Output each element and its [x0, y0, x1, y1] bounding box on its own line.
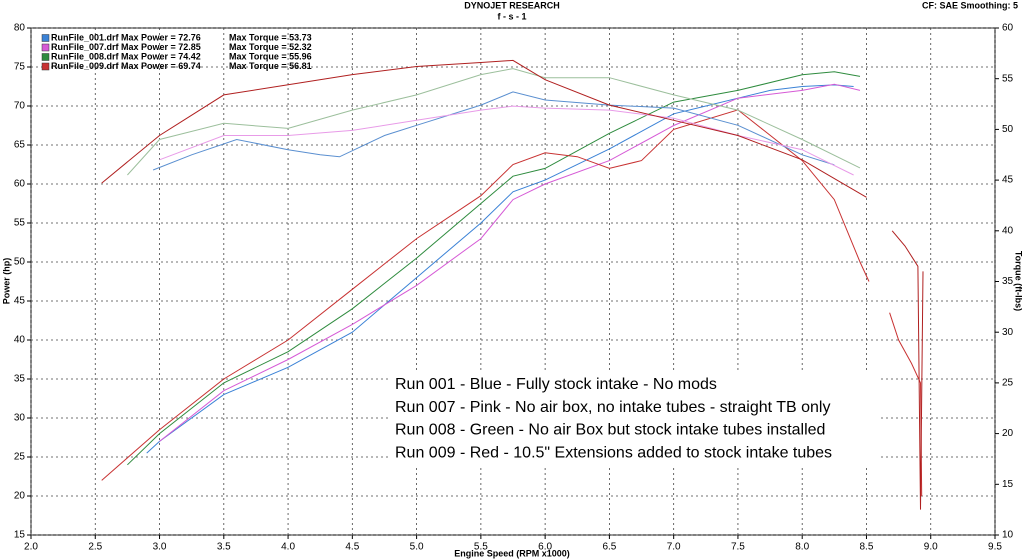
x-axis-title: Engine Speed (RPM x1000) [454, 548, 570, 558]
x-tick-label: 9.5 [988, 542, 1002, 553]
x-tick-label: 7.0 [667, 542, 681, 553]
y2-tick-label: 20 [1002, 428, 1014, 439]
x-tick-label: 7.5 [731, 542, 745, 553]
y-tick-label: 65 [14, 140, 26, 151]
y-tick-label: 25 [14, 452, 26, 463]
y2-tick-label: 35 [1002, 276, 1014, 287]
legend-label: RunFile_001.drf Max Power = 72.76 [51, 32, 201, 42]
x-tick-label: 6.5 [602, 542, 616, 553]
y-tick-label: 30 [14, 413, 26, 424]
annotation: Run 008 - Green - No air Box but stock i… [395, 422, 825, 439]
x-tick-label: 8.0 [795, 542, 809, 553]
chart-info: CF: SAE Smoothing: 5 [922, 0, 1018, 10]
legend-torque: Max Torque = 52.32 [229, 42, 312, 52]
y2-tick-label: 25 [1002, 378, 1014, 389]
y-tick-label: 45 [14, 296, 26, 307]
y-tick-label: 35 [14, 374, 26, 385]
legend-swatch [41, 34, 50, 42]
chart-title: DYNOJET RESEARCH [464, 0, 560, 10]
legend-torque: Max Torque = 55.96 [229, 51, 312, 61]
legend-label: RunFile_007.drf Max Power = 72.85 [51, 42, 201, 52]
x-tick-label: 6.0 [538, 542, 552, 553]
y2-tick-label: 55 [1002, 73, 1014, 84]
y2-tick-label: 30 [1002, 327, 1014, 338]
power-line [146, 84, 854, 454]
y2-tick-label: 10 [1002, 530, 1014, 541]
x-tick-label: 3.5 [217, 542, 231, 553]
y-tick-label: 70 [14, 101, 26, 112]
x-tick-label: 2.0 [24, 542, 38, 553]
y-tick-label: 20 [14, 491, 26, 502]
y-tick-label: 80 [14, 23, 26, 34]
chart-subtitle: f - s - 1 [497, 11, 526, 21]
y-tick-label: 55 [14, 218, 26, 229]
legend-torque: Max Torque = 53.73 [229, 32, 312, 42]
x-tick-label: 8.5 [860, 542, 874, 553]
x-tick-label: 5.0 [410, 542, 424, 553]
y-tick-label: 60 [14, 179, 26, 190]
y2-tick-label: 45 [1002, 175, 1014, 186]
y-tick-label: 50 [14, 257, 26, 268]
legend-swatch [41, 53, 50, 61]
x-tick-label: 9.0 [924, 542, 938, 553]
annotation-box [388, 372, 880, 466]
y-axis-title: Power (hp) [1, 258, 11, 305]
y-tick-label: 15 [14, 530, 26, 541]
y2-axis-title: Torque (ft-lbs) [1014, 251, 1024, 311]
power-line [101, 109, 923, 497]
annotation: Run 007 - Pink - No air box, no intake t… [395, 399, 830, 416]
x-tick-label: 3.0 [153, 542, 167, 553]
annotation: Run 001 - Blue - Fully stock intake - No… [395, 376, 717, 393]
x-tick-label: 4.0 [281, 542, 295, 553]
x-tick-label: 2.5 [88, 542, 102, 553]
legend-label: RunFile_009.drf Max Power = 69.74 [51, 61, 201, 71]
torque-line [127, 68, 861, 176]
y2-tick-label: 60 [1002, 23, 1014, 34]
y2-tick-label: 50 [1002, 124, 1014, 135]
x-tick-label: 4.5 [345, 542, 359, 553]
annotation: Run 009 - Red - 10.5" Extensions added t… [395, 444, 832, 461]
y-tick-label: 40 [14, 335, 26, 346]
legend-label: RunFile_008.drf Max Power = 74.42 [51, 51, 201, 61]
power-line [127, 71, 861, 466]
x-tick-label: 5.5 [474, 542, 488, 553]
torque-line [101, 59, 924, 510]
legend-torque: Max Torque = 56.81 [229, 61, 312, 71]
legend-swatch [41, 62, 50, 71]
legend-swatch [41, 43, 50, 52]
y-tick-label: 75 [14, 62, 26, 73]
power-line [159, 83, 861, 442]
y2-tick-label: 40 [1002, 225, 1014, 236]
y2-tick-label: 15 [1002, 479, 1014, 490]
